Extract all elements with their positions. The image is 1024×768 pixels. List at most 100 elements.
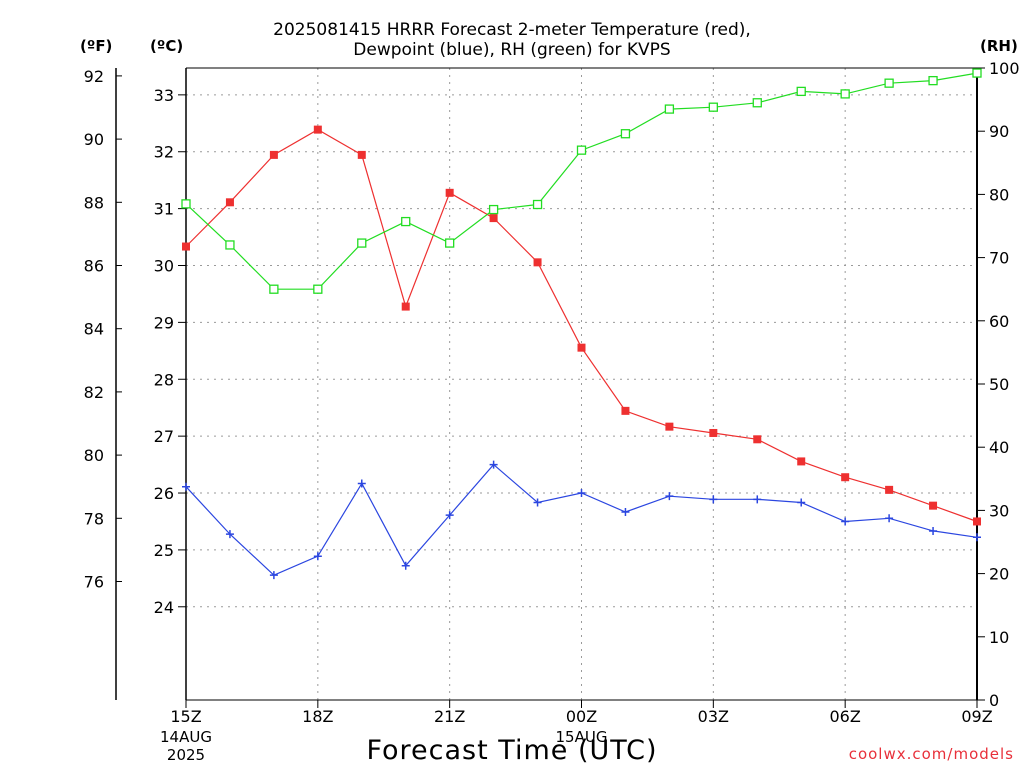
dewpoint-point [753, 495, 762, 504]
rh-tick-label: 20 [989, 565, 1009, 584]
fahrenheit-tick-label: 92 [84, 67, 104, 86]
time-tick-label: 06Z [830, 707, 861, 726]
rh-point [488, 204, 499, 215]
rh-point [972, 68, 982, 78]
fahrenheit-tick-label: 78 [84, 509, 104, 528]
fahrenheit-tick-label: 82 [84, 383, 104, 402]
temperature-point [797, 457, 806, 466]
date-tick-label: 14AUG [160, 728, 212, 746]
celsius-tick-label: 32 [154, 143, 174, 162]
rh-point [840, 89, 850, 99]
time-tick-label: 18Z [302, 707, 333, 726]
rh-point [357, 238, 367, 248]
temperature-point [533, 258, 542, 267]
time-tick-label: 00Z [566, 707, 597, 726]
rh-point [928, 75, 938, 86]
temperature-point [577, 343, 586, 352]
rh-tick-label: 50 [989, 375, 1009, 394]
dewpoint-point [182, 482, 190, 491]
celsius-unit-label: (ºC) [150, 37, 184, 55]
rh-tick-label: 70 [989, 249, 1009, 268]
temperature-point [665, 422, 674, 431]
x-axis-label: Forecast Time (UTC) [366, 735, 658, 766]
temperature-point [929, 501, 938, 510]
dewpoint-point [841, 517, 850, 526]
dewpoint-point [665, 492, 674, 501]
dewpoint-point [445, 511, 454, 520]
rh-point [884, 78, 894, 88]
celsius-tick-label: 33 [154, 86, 174, 105]
fahrenheit-unit-label: (ºF) [80, 37, 113, 55]
rh-unit-label: (RH) [980, 37, 1018, 55]
celsius-tick-label: 27 [154, 427, 174, 446]
rh-point [620, 129, 631, 139]
fahrenheit-tick-label: 76 [84, 573, 104, 592]
dewpoint-point [885, 514, 894, 523]
fahrenheit-tick-label: 84 [84, 320, 104, 339]
celsius-tick-label: 29 [154, 313, 174, 332]
rh-point [532, 199, 543, 210]
rh-tick-label: 80 [989, 185, 1009, 204]
dewpoint-point [709, 495, 718, 504]
credit-link[interactable]: coolwx.com/models [848, 745, 1014, 763]
time-tick-label: 15Z [170, 707, 201, 726]
fahrenheit-tick-label: 90 [84, 130, 104, 149]
dewpoint-point [797, 498, 806, 507]
rh-point [796, 86, 806, 97]
rh-tick-label: 10 [989, 628, 1009, 647]
dewpoint-point [489, 460, 498, 469]
dewpoint-point [313, 552, 322, 561]
dewpoint-point [401, 561, 410, 570]
temperature-point [225, 198, 234, 207]
celsius-tick-label: 31 [154, 200, 174, 219]
dewpoint-point [973, 533, 981, 542]
chart-title-line1: 2025081415 HRRR Forecast 2-meter Tempera… [273, 20, 751, 40]
dewpoint-point [533, 498, 542, 507]
rh-point [708, 102, 718, 112]
chart-title-line2: Dewpoint (blue), RH (green) for KVPS [353, 40, 671, 60]
dewpoint-point [269, 571, 278, 580]
rh-point [225, 240, 235, 250]
dewpoint-point [577, 489, 586, 498]
rh-point [181, 199, 191, 209]
date-tick-label: 2025 [167, 746, 205, 764]
rh-tick-label: 100 [989, 59, 1020, 78]
rh-tick-label: 60 [989, 312, 1009, 331]
temperature-point [973, 517, 981, 526]
rh-point [269, 284, 279, 294]
date-tick-label: 15AUG [556, 728, 608, 746]
time-tick-label: 03Z [698, 707, 729, 726]
rh-point [313, 284, 323, 294]
dewpoint-point [929, 526, 938, 535]
temperature-point [841, 473, 850, 482]
rh-point [576, 145, 587, 155]
celsius-tick-label: 24 [154, 598, 174, 617]
rh-tick-label: 40 [989, 438, 1009, 457]
rh-point [752, 98, 762, 108]
celsius-tick-label: 30 [154, 257, 174, 276]
celsius-tick-label: 28 [154, 370, 174, 389]
temperature-point [269, 150, 278, 159]
temperature-point [489, 214, 498, 223]
fahrenheit-tick-label: 88 [84, 193, 104, 212]
temperature-point [445, 188, 454, 197]
fahrenheit-tick-label: 80 [84, 446, 104, 465]
temperature-point [753, 435, 762, 444]
dewpoint-point [225, 530, 234, 539]
temperature-point [401, 302, 410, 311]
dewpoint-point [621, 507, 630, 516]
rh-tick-label: 30 [989, 501, 1009, 520]
rh-tick-label: 0 [989, 691, 999, 710]
temperature-point [621, 406, 630, 415]
rh-tick-label: 90 [989, 122, 1009, 141]
time-tick-label: 21Z [434, 707, 465, 726]
celsius-tick-label: 25 [154, 541, 174, 560]
celsius-tick-label: 26 [154, 484, 174, 503]
time-tick-label: 09Z [961, 707, 992, 726]
temperature-point [313, 125, 322, 134]
temperature-point [709, 428, 718, 437]
dewpoint-point [357, 479, 366, 488]
temperature-point [182, 242, 190, 251]
rh-point [401, 216, 411, 227]
